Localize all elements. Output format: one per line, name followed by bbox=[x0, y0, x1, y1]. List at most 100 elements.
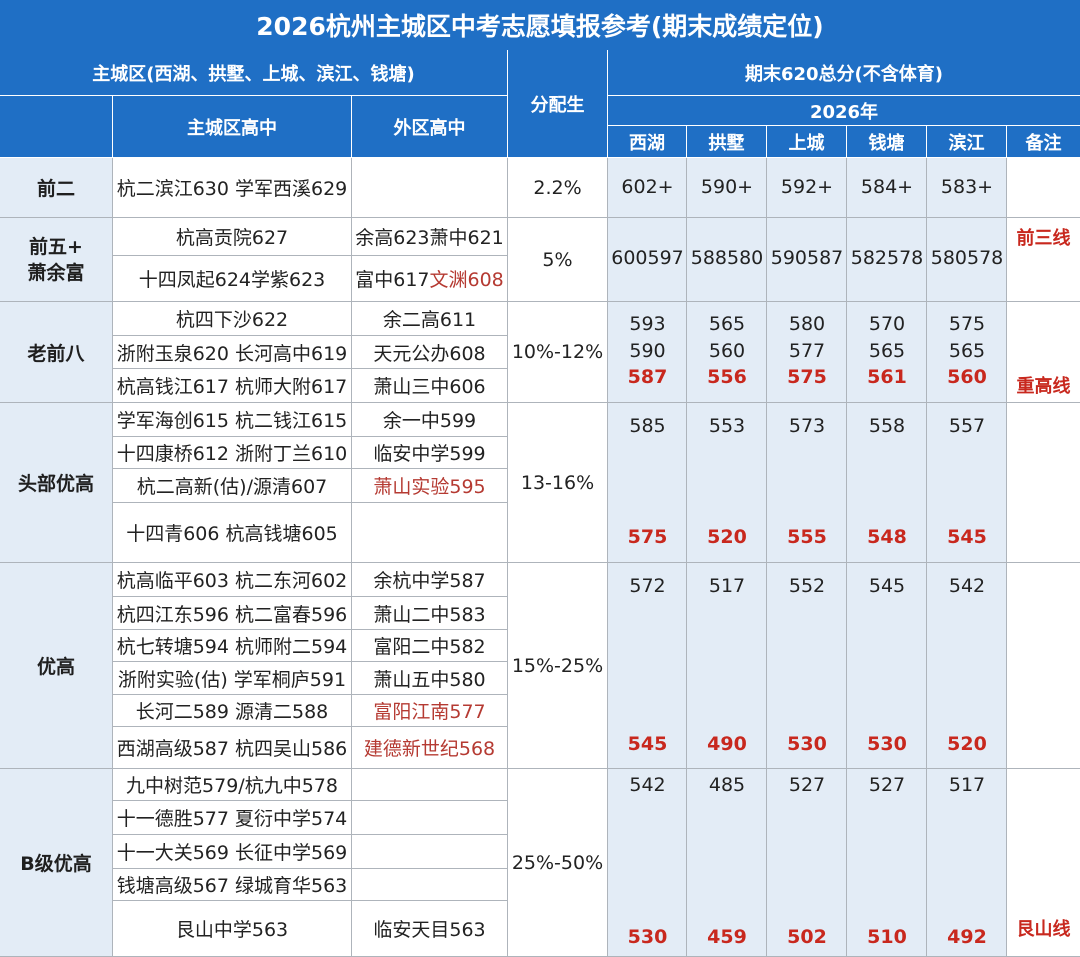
score-value: 545 bbox=[627, 733, 668, 755]
score-value: 573 bbox=[788, 415, 826, 437]
remark-cell bbox=[1007, 403, 1080, 563]
district-header-0: 西湖 bbox=[608, 126, 687, 158]
score-value: 584+ bbox=[860, 176, 914, 198]
allocation-cell: 5% bbox=[508, 218, 608, 302]
outer-school-segment: 余高623萧中621 bbox=[355, 227, 504, 249]
score-value: 558 bbox=[868, 415, 906, 437]
main-school-cell: 十一德胜577 夏衍中学574 bbox=[113, 801, 352, 835]
score-cell bbox=[687, 158, 767, 218]
score-value: 557 bbox=[948, 415, 986, 437]
score-value: 520 bbox=[707, 526, 747, 548]
outer-school-cell: 富中617 文渊608 bbox=[352, 256, 508, 302]
score-value: 590+ bbox=[700, 176, 754, 198]
score-cell bbox=[767, 403, 847, 563]
score-value: 580 bbox=[788, 313, 826, 335]
score-cell bbox=[608, 302, 687, 403]
main-school-cell: 九中树范579/杭九中578 bbox=[113, 769, 352, 801]
score-value: 490 bbox=[707, 733, 747, 755]
remark-label: 重高线 bbox=[1016, 376, 1071, 397]
score-value: 590 bbox=[629, 340, 666, 362]
score-value: 510 bbox=[867, 926, 907, 948]
remark-cell: 艮山线 bbox=[1007, 769, 1080, 957]
score-cell bbox=[687, 302, 767, 403]
main-school-cell: 学军海创615 杭二钱江615 bbox=[113, 403, 352, 437]
score-cell bbox=[687, 769, 767, 957]
score-value: 517 bbox=[708, 575, 746, 597]
main-school-cell: 杭高临平603 杭二东河602 bbox=[113, 563, 352, 597]
outer-school-cell: 萧山实验595 bbox=[352, 469, 508, 503]
score-value: 577 bbox=[788, 340, 826, 362]
outer-school-segment: 富中617 bbox=[355, 269, 430, 291]
outer-school-cell: 富阳江南577 bbox=[352, 695, 508, 727]
remark-header: 备注 bbox=[1007, 126, 1080, 158]
remark-label: 艮山线 bbox=[1016, 919, 1071, 940]
score-value: 583+ bbox=[940, 176, 994, 198]
main-school-cell: 杭高钱江617 杭师大附617 bbox=[113, 369, 352, 403]
score-value: 459 bbox=[707, 926, 747, 948]
score-value: 587 bbox=[627, 366, 668, 388]
remark-cell bbox=[1007, 563, 1080, 769]
tier-name-line: 萧余富 bbox=[27, 261, 85, 284]
main-school-cell: 杭四下沙622 bbox=[113, 302, 352, 336]
score-value: 570 bbox=[868, 313, 906, 335]
score-cell bbox=[767, 302, 847, 403]
score-value: 582578 bbox=[850, 247, 924, 269]
score-cell bbox=[687, 218, 767, 302]
outer-school-cell: 萧山五中580 bbox=[352, 662, 508, 695]
outer-school-cell: 余二高611 bbox=[352, 302, 508, 336]
allocation-cell: 13-16% bbox=[508, 403, 608, 563]
score-cell bbox=[687, 403, 767, 563]
score-value: 585 bbox=[629, 415, 666, 437]
score-value: 565 bbox=[948, 340, 986, 362]
main-school-cell: 浙附实验(估) 学军桐庐591 bbox=[113, 662, 352, 695]
score-cell bbox=[927, 403, 1007, 563]
score-cell bbox=[608, 218, 687, 302]
allocation-header: 分配生 bbox=[508, 50, 608, 158]
outer-school-cell: 萧山三中606 bbox=[352, 369, 508, 403]
score-value: 530 bbox=[867, 733, 907, 755]
score-value: 485 bbox=[708, 774, 746, 796]
main-high-header: 主城区高中 bbox=[113, 96, 352, 158]
score-cell bbox=[847, 158, 927, 218]
score-group-header: 期末620总分(不含体育) bbox=[608, 50, 1080, 96]
score-value: 548 bbox=[867, 526, 907, 548]
score-value: 542 bbox=[629, 774, 666, 796]
main-school-cell: 西湖高级587 杭四吴山586 bbox=[113, 727, 352, 769]
score-cell bbox=[608, 403, 687, 563]
year-header: 2026年 bbox=[608, 96, 1080, 126]
tier-name: 优高 bbox=[0, 563, 113, 769]
score-value: 492 bbox=[947, 926, 987, 948]
score-value: 602+ bbox=[621, 176, 674, 198]
score-value: 517 bbox=[948, 774, 986, 796]
tier-name: 前二 bbox=[0, 158, 113, 218]
score-value: 565 bbox=[868, 340, 906, 362]
outer-school-cell bbox=[352, 801, 508, 835]
tier-name: 前五+ 萧余富 bbox=[0, 218, 113, 302]
outer-school-cell bbox=[352, 769, 508, 801]
score-cell bbox=[927, 302, 1007, 403]
score-value: 593 bbox=[629, 313, 666, 335]
main-school-cell: 艮山中学563 bbox=[113, 901, 352, 957]
main-school-cell: 杭七转塘594 杭师附二594 bbox=[113, 630, 352, 662]
tier-name: 老前八 bbox=[0, 302, 113, 403]
score-cell bbox=[847, 302, 927, 403]
tier-name: 头部优高 bbox=[0, 403, 113, 563]
score-cell bbox=[847, 218, 927, 302]
outer-school-cell: 临安中学599 bbox=[352, 437, 508, 469]
main-school-cell: 浙附玉泉620 长河高中619 bbox=[113, 336, 352, 369]
score-cell bbox=[608, 769, 687, 957]
outer-school-segment: 文渊608 bbox=[429, 269, 504, 291]
main-school-cell: 十一大关569 长征中学569 bbox=[113, 835, 352, 869]
outer-school-cell: 建德新世纪568 bbox=[352, 727, 508, 769]
district-header-4: 滨江 bbox=[927, 126, 1007, 158]
score-cell bbox=[608, 158, 687, 218]
remark-cell: 重高线 bbox=[1007, 302, 1080, 403]
tier-name: B级优高 bbox=[0, 769, 113, 957]
outer-school-cell bbox=[352, 835, 508, 869]
score-cell bbox=[687, 563, 767, 769]
score-value: 575 bbox=[787, 366, 827, 388]
remark-cell bbox=[1007, 158, 1080, 218]
main-school-cell: 杭高贡院627 bbox=[113, 218, 352, 256]
score-value: 553 bbox=[708, 415, 746, 437]
main-school-cell: 杭四江东596 杭二富春596 bbox=[113, 597, 352, 630]
